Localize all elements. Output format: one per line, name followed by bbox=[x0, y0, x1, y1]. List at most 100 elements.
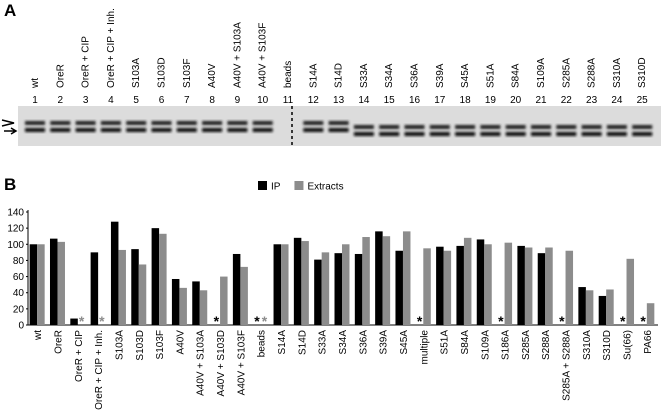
gel-band bbox=[227, 128, 248, 132]
y-tick-label: 100 bbox=[7, 240, 24, 251]
gel-band bbox=[556, 125, 577, 129]
lane-label: S36A bbox=[410, 63, 421, 88]
y-tick-label: 0 bbox=[18, 321, 24, 332]
lane-label: S84A bbox=[511, 63, 522, 88]
legend-label: Extracts bbox=[307, 182, 343, 193]
x-tick-label: PA66 bbox=[643, 330, 654, 354]
bar bbox=[49, 238, 58, 325]
lane-number: 25 bbox=[637, 95, 649, 106]
gel-band bbox=[531, 125, 551, 129]
y-tick-label: 40 bbox=[13, 288, 25, 299]
bar bbox=[110, 221, 119, 325]
x-tick-label: S45A bbox=[399, 330, 410, 355]
gel-band bbox=[25, 128, 45, 132]
bar bbox=[70, 318, 78, 325]
bar bbox=[29, 244, 38, 325]
lane-number: 21 bbox=[535, 95, 547, 106]
lane-number: 9 bbox=[235, 95, 241, 106]
x-tick-label: A40V + S103F bbox=[236, 330, 247, 395]
x-tick-label: S51A bbox=[440, 330, 451, 355]
x-tick-label: S34A bbox=[338, 330, 349, 355]
x-tick-label: wt bbox=[33, 330, 44, 341]
bar bbox=[423, 248, 431, 325]
bar bbox=[504, 242, 513, 325]
lane-number: 8 bbox=[209, 95, 215, 106]
bar bbox=[281, 244, 289, 325]
y-tick-label: 60 bbox=[13, 272, 25, 283]
bar bbox=[443, 250, 452, 325]
gel-band bbox=[151, 121, 172, 125]
x-tick-label: beads bbox=[257, 330, 268, 357]
lane-label: S39A bbox=[435, 63, 446, 88]
missing-marker: * bbox=[99, 313, 105, 329]
bar bbox=[37, 244, 45, 325]
gel-band bbox=[404, 125, 425, 129]
gel-band bbox=[176, 128, 197, 132]
gel-band bbox=[429, 132, 450, 136]
bar bbox=[90, 252, 99, 325]
x-tick-label: S36A bbox=[358, 330, 369, 355]
bar bbox=[402, 231, 411, 325]
missing-marker: * bbox=[498, 313, 504, 329]
missing-marker: * bbox=[214, 313, 220, 329]
bar bbox=[565, 250, 574, 325]
lane-number: 3 bbox=[83, 95, 89, 106]
lane-number: 16 bbox=[409, 95, 421, 106]
gel-band bbox=[75, 121, 96, 125]
lane-number: 22 bbox=[561, 95, 573, 106]
gel-band bbox=[303, 121, 324, 125]
lane-label: S103D bbox=[157, 57, 168, 88]
bar bbox=[240, 266, 248, 325]
missing-marker: * bbox=[417, 313, 423, 329]
lane-number: 12 bbox=[308, 95, 320, 106]
lane-label: OreR bbox=[55, 64, 66, 88]
x-tick-label: S14D bbox=[297, 330, 308, 355]
lane-number: 1 bbox=[32, 95, 38, 106]
gel-band bbox=[429, 125, 450, 129]
gel-band bbox=[353, 125, 374, 129]
lane-label: S288A bbox=[587, 58, 598, 88]
gel-band bbox=[404, 132, 425, 136]
lane-label: S109A bbox=[536, 58, 547, 88]
lane-number: 20 bbox=[510, 95, 522, 106]
lane-label: S103F bbox=[182, 59, 193, 88]
x-tick-label: A40V bbox=[175, 330, 186, 355]
gel-band bbox=[480, 132, 501, 136]
gel-band bbox=[379, 125, 400, 129]
gel-band bbox=[606, 125, 627, 129]
missing-marker: * bbox=[620, 313, 626, 329]
lane-label: S45A bbox=[460, 63, 471, 88]
bar bbox=[138, 264, 147, 325]
lane-label: OreR + CIP + Inh. bbox=[106, 8, 117, 88]
x-tick-label: S288A bbox=[541, 330, 552, 360]
lane-label: S51A bbox=[485, 63, 496, 88]
bar bbox=[537, 253, 546, 325]
bar bbox=[314, 259, 322, 325]
missing-marker: * bbox=[79, 313, 85, 329]
bar bbox=[131, 249, 139, 325]
x-tick-label: A40V + S103A bbox=[196, 330, 207, 396]
bar bbox=[220, 276, 228, 325]
x-tick-label: A40V + S103D bbox=[216, 330, 227, 396]
gel-band bbox=[202, 121, 223, 125]
gel-band bbox=[50, 128, 71, 132]
lane-number: 23 bbox=[586, 95, 598, 106]
gel-band bbox=[505, 132, 526, 136]
lane-label: S34A bbox=[384, 63, 395, 88]
gel-band bbox=[606, 132, 627, 136]
lane-number: 11 bbox=[283, 95, 294, 106]
gel-band bbox=[126, 121, 147, 125]
bar bbox=[57, 241, 65, 325]
lane-number: 15 bbox=[384, 95, 396, 106]
x-tick-label: S33A bbox=[318, 330, 329, 355]
bar bbox=[524, 247, 533, 325]
x-tick-label: OreR + CIP bbox=[74, 330, 85, 382]
gel-band bbox=[75, 128, 96, 132]
lane-number: 19 bbox=[485, 95, 497, 106]
x-tick-label: S285A + S288A bbox=[562, 330, 573, 401]
lane-label: S14A bbox=[308, 63, 319, 88]
bar bbox=[179, 287, 187, 325]
bar bbox=[159, 233, 167, 325]
x-tick-label: S285A bbox=[521, 330, 532, 360]
x-tick-label: S310D bbox=[602, 330, 613, 361]
